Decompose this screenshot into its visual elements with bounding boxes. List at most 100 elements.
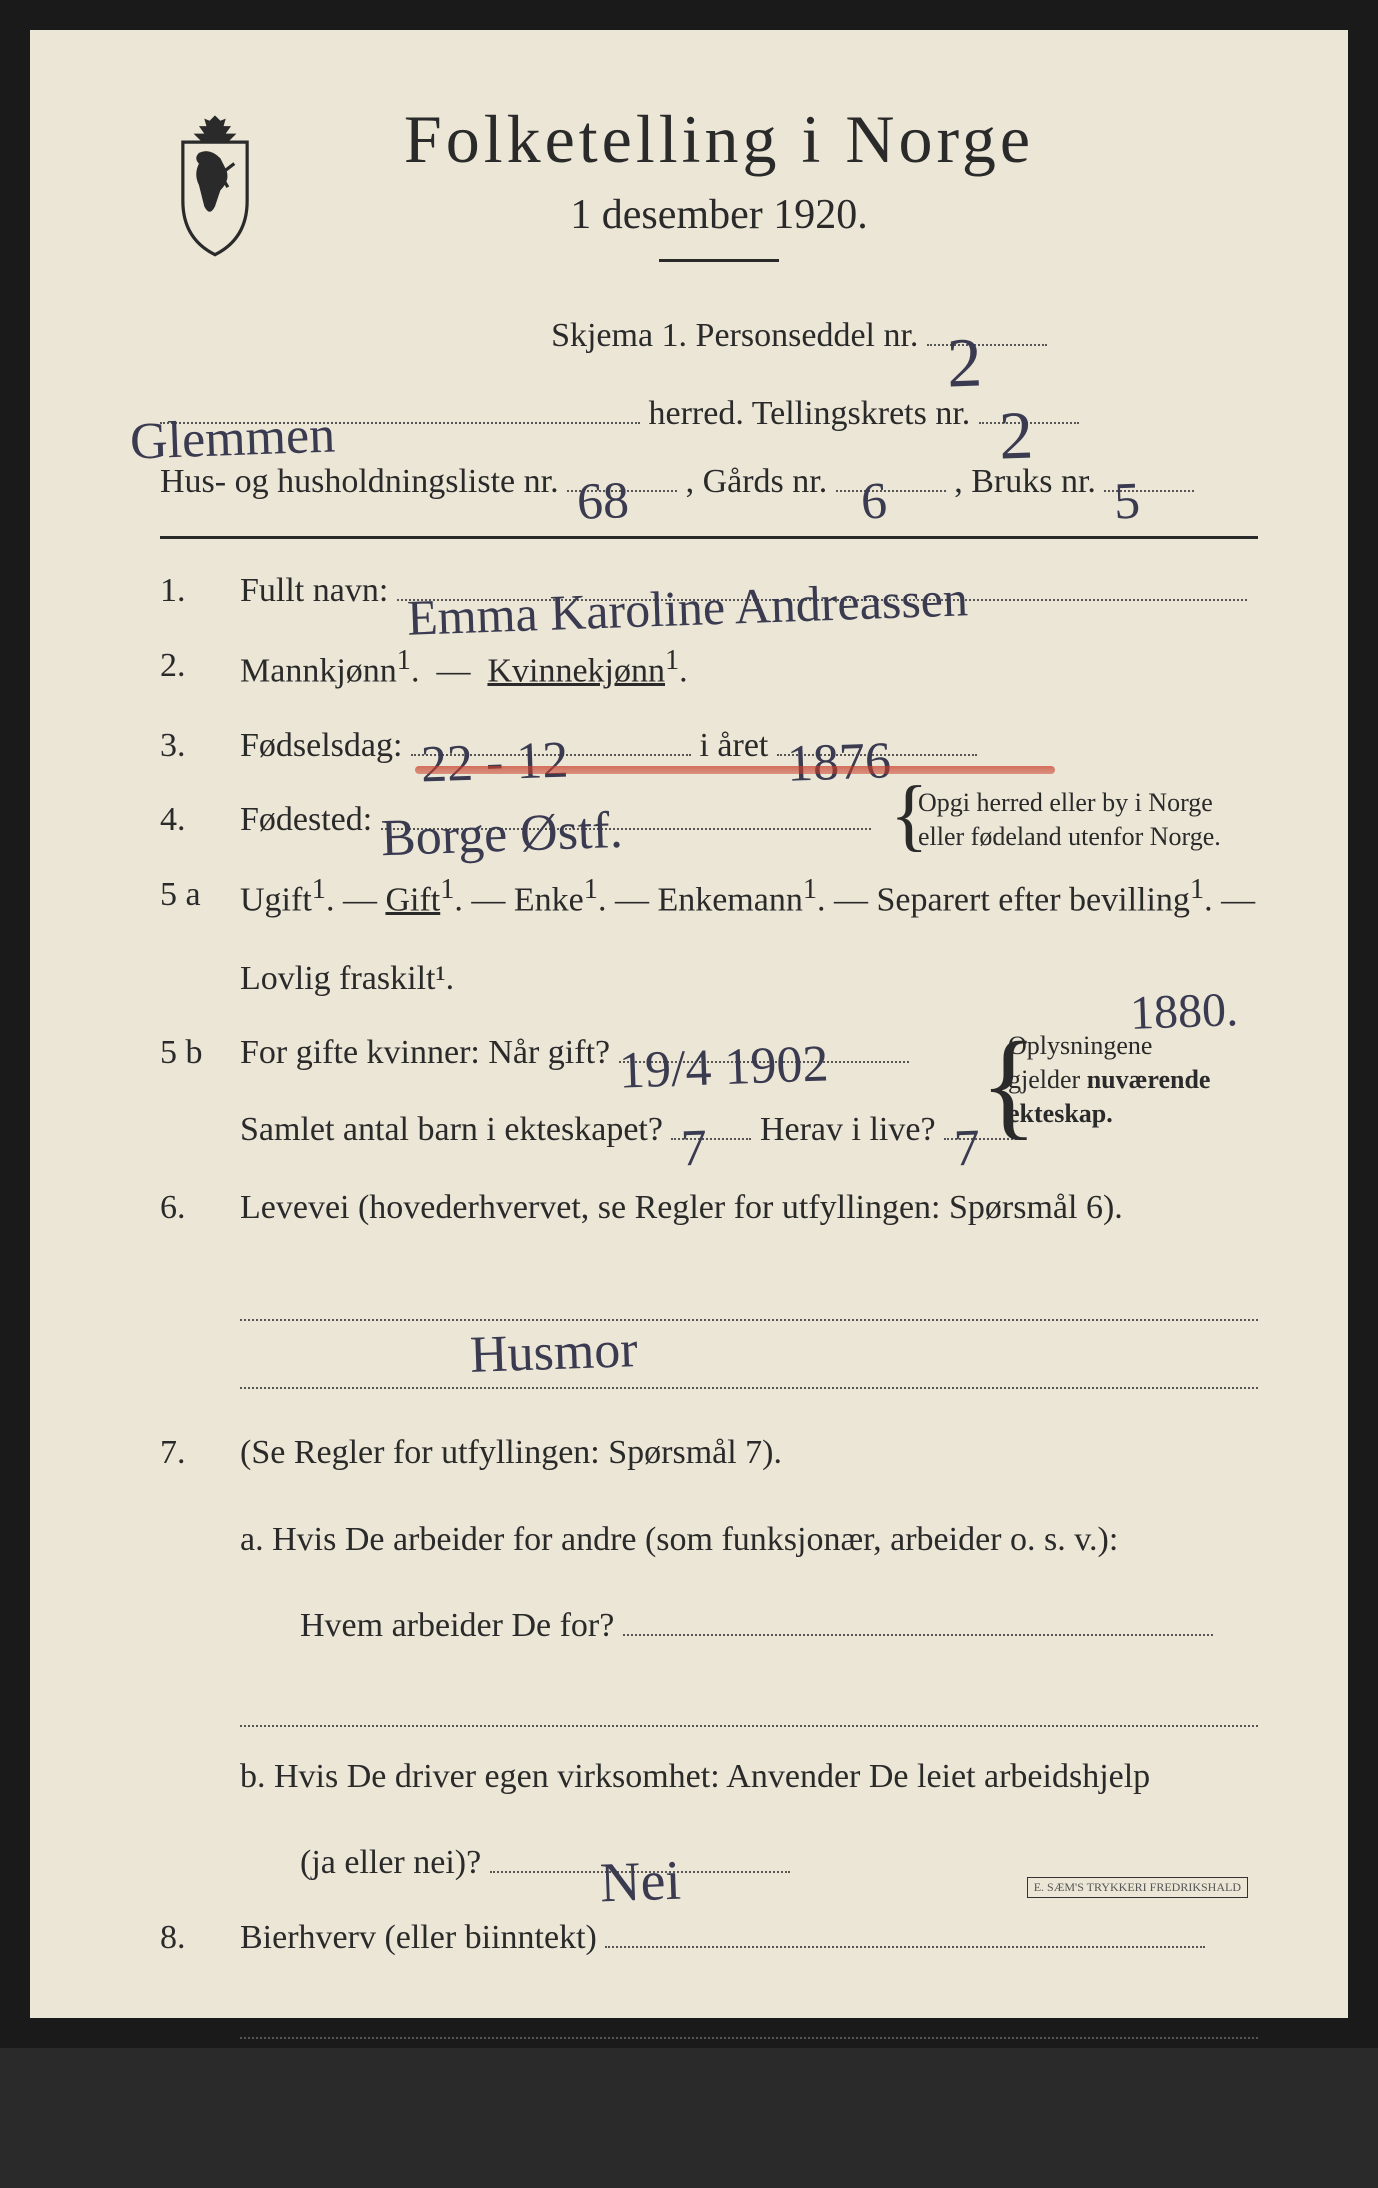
q5b-note2: gjelder nuværende [1008,1063,1268,1097]
q2-mann: Mannkjønn [240,652,397,689]
q5b-note: Oplysningene gjelder nuværende ekteskap. [1008,1029,1268,1130]
q2-kvinne: Kvinnekjønn [487,652,665,689]
red-mark-1 [415,766,1055,774]
gards-field: 6 [836,490,946,492]
divider-1 [160,536,1258,539]
birthyear-field: 1876 [777,754,977,756]
q6-num: 6. [160,1176,240,1407]
q5a-row: 5 a Ugift1. — Gift1. — Enke1. — Enkemann… [160,863,1258,1012]
q3-label: Fødselsdag: [240,727,402,764]
q8-field [605,1946,1205,1948]
q8-row: 8. Bierhverv (eller biinntekt) Har man i… [160,1906,1258,2114]
q7b-label: b. Hvis De driver egen virksomhet: Anven… [240,1745,1258,1810]
q6-value: Husmor [468,1301,639,1406]
q4-label: Fødested: [240,801,372,838]
q7a-label: a. Hvis De arbeider for andre (som funks… [240,1508,1258,1573]
q7-label: (Se Regler for utfyllingen: Spørsmål 7). [240,1434,782,1471]
q5a-line2: Lovlig fraskilt¹. [240,947,1258,1012]
q4-row: 4. Fødested: Borge Østf. { Opgi herred e… [160,788,1258,853]
q6-line1 [240,1271,1258,1321]
q7-num: 7. [160,1421,240,1896]
q1-row: 1. Fullt navn: Emma Karoline Andreassen [160,559,1258,624]
q7b-sub: (ja eller nei)? [300,1844,481,1881]
title-block: Folketelling i Norge 1 desember 1920. [300,100,1258,292]
q6-body: Levevei (hovederhvervet, se Regler for u… [240,1176,1258,1407]
census-form-page: Folketelling i Norge 1 desember 1920. Sk… [0,0,1378,2048]
q7-row: 7. (Se Regler for utfyllingen: Spørsmål … [160,1421,1258,1896]
q6-line2: Husmor [240,1339,1258,1389]
q5b-label3: Herav i live? [760,1111,936,1148]
list-line: Hus- og husholdningsliste nr. 68 , Gårds… [160,448,1258,516]
q7-body: (Se Regler for utfyllingen: Spørsmål 7).… [240,1421,1258,1896]
q8-body: Bierhverv (eller biinntekt) Har man inge… [240,1906,1258,2114]
q3-num: 3. [160,714,240,779]
herred-field: Glemmen [160,422,640,424]
q5b-num: 5 b [160,1021,240,1162]
q4-note-b: eller fødeland utenfor Norge. [918,820,1268,854]
q5b-note1: Oplysningene [1008,1029,1268,1063]
q5a-num: 5 a [160,863,240,1012]
q2-sup1: 1 [397,645,411,676]
birthplace-field: Borge Østf. [381,828,871,830]
q5a-body: Ugift1. — Gift1. — Enke1. — Enkemann1. —… [240,863,1258,1012]
gards-value: 6 [859,450,889,555]
q8-label: Bierhverv (eller biinntekt) [240,1919,597,1956]
q2-body: Mannkjønn1. — Kvinnekjønn1. [240,634,1258,704]
gift-field: 19/4 1902 [619,1061,909,1063]
footnote: 1 Her kan svares ved tydelig understrekn… [160,2158,1258,2188]
bruks-value: 5 [1113,450,1143,555]
q6-label: Levevei (hovederhvervet, se Regler for u… [240,1189,1123,1226]
birthday-field: 22 - 12 [411,754,691,756]
q7a-sub-row: Hvem arbeider De for? [240,1594,1258,1659]
q3-body: Fødselsdag: 22 - 12 i året 1876 [240,714,1258,779]
footnote-rule [160,2144,1258,2146]
q2-num: 2. [160,634,240,704]
q5b-label1: For gifte kvinner: Når gift? [240,1034,610,1071]
q1-label: Fullt navn: [240,572,388,609]
main-title: Folketelling i Norge [300,100,1138,179]
coat-of-arms-icon [160,110,270,260]
q1-num: 1. [160,559,240,624]
q8-num: 8. [160,1906,240,2114]
list-nr-value: 68 [575,449,631,555]
q8-line2 [240,1989,1258,2039]
barn-field: 7 [671,1138,751,1140]
name-field: Emma Karoline Andreassen [397,599,1247,601]
herred-label: herred. Tellingskrets nr. [649,395,971,432]
gards-label: , Gårds nr. [686,463,828,500]
schema-line: Skjema 1. Personseddel nr. 2 [160,302,1258,370]
q7a-field [623,1634,1213,1636]
subtitle: 1 desember 1920. [300,191,1138,239]
q1-body: Fullt navn: Emma Karoline Andreassen [240,559,1258,624]
q5b-note3: ekteskap. [1008,1097,1268,1131]
schema-label: Skjema 1. Personseddel nr. [551,317,918,354]
q3-mid: i året [699,727,776,764]
q5b-label2: Samlet antal barn i ekteskapet? [240,1111,663,1148]
q4-note-a: Opgi herred eller by i Norge [918,786,1268,820]
q8-note: Har man ingen biinntekt av nogen betydni… [240,2057,1258,2114]
q5b-row: 5 b For gifte kvinner: Når gift? 19/4 19… [160,1021,1258,1162]
q3-row: 3. Fødselsdag: 22 - 12 i året 1876 [160,714,1258,779]
q2-sup2: 1 [665,645,679,676]
q4-body: Fødested: Borge Østf. { Opgi herred elle… [240,788,1258,853]
printer-mark: E. SÆM'S TRYKKERI FREDRIKSHALD [1027,1877,1248,1898]
bruks-label: , Bruks nr. [954,463,1096,500]
footnote-marker: 1 [160,2158,169,2178]
gift-value: 19/4 1902 [617,1016,830,1122]
list-prefix: Hus- og husholdningsliste nr. [160,463,559,500]
q4-note: Opgi herred eller by i Norge eller fødel… [918,786,1268,854]
herred-line: Glemmen herred. Tellingskrets nr. 2 [160,380,1258,448]
q6-row: 6. Levevei (hovederhvervet, se Regler fo… [160,1176,1258,1407]
q7b-field: Nei [490,1871,790,1873]
krets-field: 2 [979,422,1079,424]
q5b-body: For gifte kvinner: Når gift? 19/4 1902 1… [240,1021,1258,1162]
header: Folketelling i Norge 1 desember 1920. [160,100,1258,292]
title-rule [659,259,779,262]
q7a-line2 [240,1677,1258,1727]
personseddel-field: 2 [927,344,1047,346]
q4-num: 4. [160,788,240,853]
q2-row: 2. Mannkjønn1. — Kvinnekjønn1. [160,634,1258,704]
bruks-field: 5 [1104,490,1194,492]
list-nr-field: 68 [567,490,677,492]
q7a-sub: Hvem arbeider De for? [300,1607,614,1644]
